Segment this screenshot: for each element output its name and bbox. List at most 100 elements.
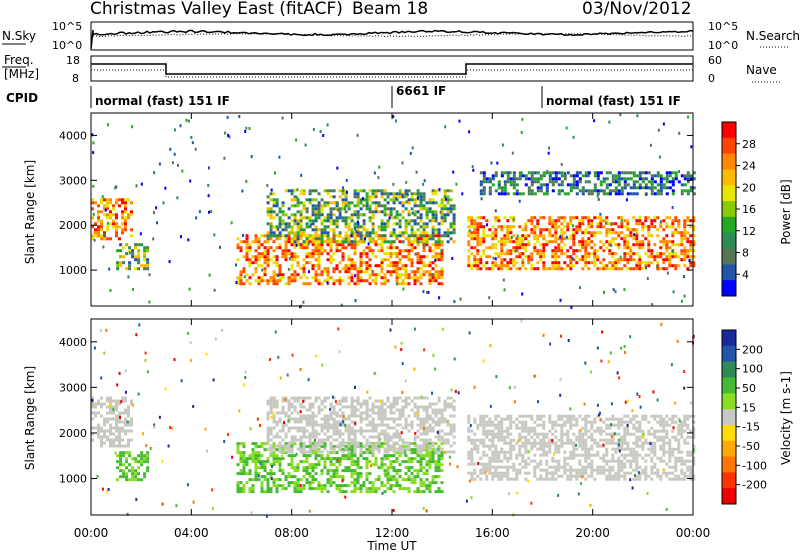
velocity-cell: [115, 399, 118, 403]
velocity-cell: [131, 478, 135, 482]
power-cell: [437, 237, 441, 241]
velocity-cell: [587, 462, 591, 466]
velocity-cell: [503, 465, 507, 469]
power-noise-cell: [153, 211, 155, 214]
velocity-cell: [416, 411, 420, 415]
power-cell: [437, 234, 441, 238]
power-cell: [434, 255, 438, 259]
power-cell: [554, 174, 558, 178]
velocity-cell: [146, 454, 150, 458]
power-cell: [527, 186, 531, 190]
power-cell: [557, 189, 561, 193]
velocity-cell: [425, 420, 429, 424]
power-cell: [689, 258, 693, 262]
velocity-cell: [512, 447, 516, 451]
velocity-cell: [431, 420, 435, 424]
velocity-cell: [623, 471, 627, 475]
power-cell: [395, 261, 399, 265]
power-cell: [440, 267, 444, 271]
velocity-cell: [632, 423, 636, 427]
power-cell: [275, 204, 279, 208]
power-cell: [347, 201, 351, 205]
velocity-cell: [91, 402, 94, 406]
velocity-cell: [635, 450, 639, 454]
power-cell: [518, 225, 522, 229]
power-cell: [608, 240, 612, 244]
power-cell: [473, 246, 477, 250]
velocity-cell: [413, 414, 417, 418]
velocity-cell: [524, 414, 528, 418]
velocity-cell: [368, 429, 372, 433]
velocity-cell: [608, 438, 612, 442]
power-cell: [269, 207, 273, 211]
power-cell: [479, 243, 483, 247]
power-cell: [395, 213, 399, 217]
velocity-cell: [317, 438, 321, 442]
power-cell: [563, 225, 567, 229]
velocity-cell: [353, 435, 357, 439]
velocity-cell: [308, 417, 312, 421]
velocity-cell: [359, 445, 363, 449]
power-cell: [395, 273, 399, 277]
power-cell: [644, 264, 648, 268]
power-cell: [317, 201, 321, 205]
velocity-cell: [278, 450, 282, 454]
velocity-cell: [626, 432, 630, 436]
velocity-cell: [617, 456, 621, 460]
power-cell: [692, 177, 696, 181]
power-cell: [488, 246, 492, 250]
velocity-cell: [248, 454, 252, 458]
power-cell: [638, 240, 642, 244]
power-cell: [323, 234, 327, 238]
power-cell: [689, 255, 693, 259]
power-cell: [647, 180, 651, 184]
power-cell: [314, 204, 318, 208]
power-cell: [404, 195, 408, 199]
velocity-cell: [425, 484, 429, 488]
velocity-cell: [452, 399, 456, 403]
velocity-cell: [377, 405, 381, 409]
power-cell: [560, 237, 564, 241]
velocity-cell: [539, 459, 543, 463]
power-cell: [551, 180, 555, 184]
power-cell: [347, 216, 351, 220]
power-cell: [446, 213, 450, 217]
power-noise-cell: [207, 183, 210, 187]
velocity-cell: [263, 442, 267, 446]
velocity-cell: [308, 484, 312, 488]
power-cell: [287, 216, 291, 220]
power-cell: [548, 171, 552, 175]
power-cell: [614, 243, 618, 247]
velocity-cell: [488, 444, 492, 448]
power-cell: [100, 201, 103, 205]
velocity-cell: [350, 472, 354, 476]
velocity-cell: [422, 484, 426, 488]
power-cell: [536, 252, 540, 256]
power-cell: [536, 237, 540, 241]
power-cell: [407, 252, 411, 256]
velocity-cell: [341, 399, 345, 403]
velocity-cell: [332, 450, 336, 454]
power-cell: [269, 237, 273, 241]
power-cell: [386, 219, 390, 223]
velocity-cell: [554, 423, 558, 427]
power-cell: [296, 228, 300, 232]
power-noise-cell: [468, 229, 471, 233]
velocity-cell: [296, 426, 300, 430]
power-cell: [521, 192, 525, 196]
power-cell: [320, 210, 324, 214]
power-cell: [329, 210, 333, 214]
power-cell: [248, 258, 252, 262]
power-cell: [605, 192, 609, 196]
velocity-cell: [623, 462, 627, 466]
velocity-cell: [326, 414, 330, 418]
velocity-cell: [91, 405, 94, 409]
velocity-cell: [638, 423, 642, 427]
velocity-cell: [416, 460, 420, 464]
power-cell: [266, 249, 270, 253]
power-cell: [440, 198, 444, 202]
velocity-cell: [599, 426, 603, 430]
power-cell: [467, 258, 471, 262]
velocity-cell: [323, 405, 327, 409]
